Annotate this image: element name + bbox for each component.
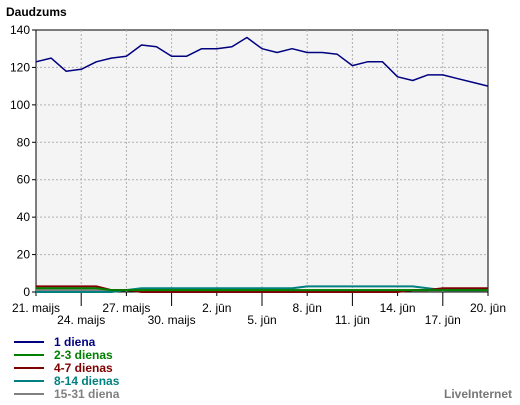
- legend-label: 1 diena: [54, 335, 96, 349]
- y-tick-label: 40: [17, 210, 31, 224]
- y-tick-label: 60: [17, 173, 31, 187]
- brand-label: LiveInternet: [444, 387, 512, 401]
- legend-label: 15-31 diena: [54, 387, 120, 401]
- y-axis-title: Daudzums: [6, 5, 67, 19]
- legend-label: 8-14 dienas: [54, 374, 120, 388]
- x-tick-label: 14. jūn: [380, 301, 416, 315]
- x-tick-label: 20. jūn: [470, 301, 506, 315]
- series-lines: [35, 36, 489, 293]
- y-tick-label: 140: [10, 23, 30, 37]
- x-tick-label: 17. jūn: [425, 313, 461, 327]
- x-tick-label: 8. jūn: [293, 301, 322, 315]
- x-tick-label: 5. jūn: [247, 313, 276, 327]
- y-tick-label: 20: [17, 248, 31, 262]
- y-tick-label: 80: [17, 135, 31, 149]
- x-tick-label: 2. jūn: [202, 301, 231, 315]
- y-tick-label: 0: [23, 285, 30, 299]
- y-tick-label: 100: [10, 98, 30, 112]
- series-line-2: [36, 287, 488, 292]
- y-ticks: 0 20 40 60 80 100 120 140: [10, 23, 36, 299]
- x-tick-label: 21. maijs: [12, 301, 60, 315]
- x-tick-label: 24. maijs: [57, 313, 105, 327]
- legend-label: 4-7 dienas: [54, 361, 113, 375]
- x-tick-label: 27. maijs: [102, 301, 150, 315]
- series-line-1: [35, 36, 489, 87]
- y-tick-label: 120: [10, 60, 30, 74]
- legend-label: 2-3 dienas: [54, 348, 113, 362]
- grid: [36, 30, 488, 292]
- series-line-4: [36, 285, 488, 293]
- plot-area: [35, 29, 489, 293]
- x-tick-label: 30. maijs: [148, 313, 196, 327]
- x-tick-label: 11. jūn: [335, 313, 370, 327]
